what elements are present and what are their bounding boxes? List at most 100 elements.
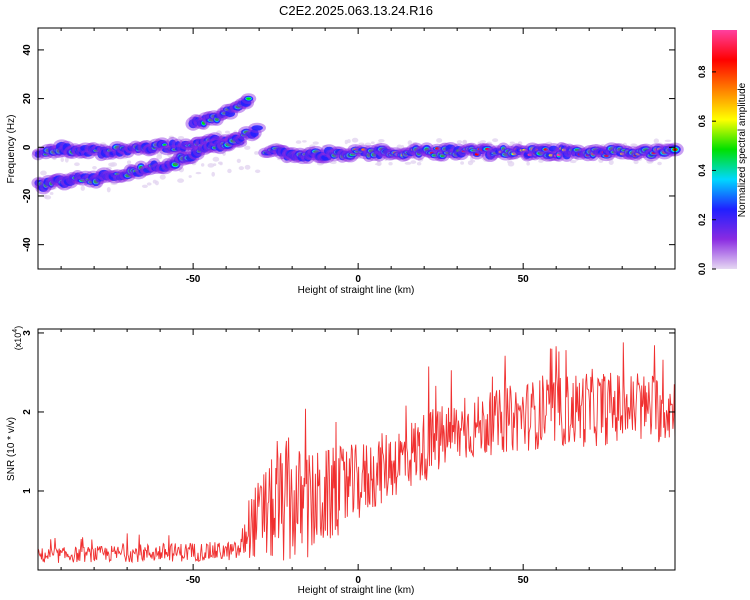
spectrogram-cell [162, 143, 167, 146]
spectrogram-cell [99, 142, 107, 147]
spectrogram-cell [384, 156, 388, 162]
spectrogram-cell [80, 179, 86, 182]
spectrogram-cell [212, 156, 220, 162]
snr-x-tick-label: -50 [186, 575, 201, 586]
spectrogram-cell [344, 139, 348, 145]
colorbar-gradient [712, 30, 737, 269]
spectrogram-cell [664, 139, 672, 143]
spectrogram-cell [251, 125, 263, 131]
spectrogram-cell [486, 141, 493, 147]
colorbar-tick-label: 0.2 [697, 213, 707, 226]
snr-y-tick-label: 2 [22, 409, 33, 415]
spectrogram-cell [195, 171, 202, 175]
spectrogram-cell [295, 140, 302, 144]
spectrogram-cell [604, 154, 609, 158]
snr-x-ticks: -50 0 50 [60, 329, 656, 586]
spectrogram-cell [492, 138, 499, 143]
spectrogram-cell [507, 161, 515, 167]
colorbar-tick-label: 0.0 [697, 263, 707, 276]
spectrogram-cell [216, 130, 222, 136]
spectrogram-cell [49, 191, 54, 195]
spectrogram-cell [350, 153, 356, 156]
spectrogram-cell [622, 142, 628, 148]
spectrogram-cell [537, 151, 544, 155]
spectrogram-cell [527, 153, 532, 156]
spectrogram-cell [456, 140, 463, 144]
spectrogram-cell [374, 162, 382, 166]
spectrogram-marks [31, 93, 684, 200]
spectrogram-cell [254, 151, 259, 155]
spectrogram-cell [105, 166, 112, 171]
spectrogram-cell [522, 148, 527, 152]
snr-multiplier: (x104) [12, 326, 23, 350]
spectrogram-cell [244, 164, 251, 170]
spectrogram-cell [574, 148, 580, 152]
spectrogram-cell [467, 160, 474, 166]
spectrogram-cell [543, 148, 548, 151]
spectrogram-cell [575, 156, 579, 161]
spectrogram-y-label: Frequency (Hz) [6, 115, 17, 184]
spectrogram-cell [630, 143, 637, 147]
spectrogram-cell [168, 135, 175, 139]
spectrogram-cell [477, 141, 481, 146]
spectrogram-cell [219, 162, 223, 166]
spectrogram-cell [322, 144, 328, 148]
spectrogram-cell [462, 140, 467, 145]
spectrogram-y-tick-label: -20 [22, 188, 33, 203]
spectrogram-cell [432, 154, 437, 157]
spectrogram-cell [356, 156, 362, 160]
spectrogram-cell [417, 157, 424, 162]
spectrogram-cell [600, 143, 606, 149]
spectrogram-y-tick-label: 40 [22, 44, 33, 56]
spectrogram-cell [52, 186, 57, 190]
spectrogram-cell [378, 139, 385, 143]
spectrogram-y-tick-label: -40 [22, 237, 33, 252]
spectrogram-cell [309, 144, 316, 149]
spectrogram-cell [110, 181, 118, 186]
spectrogram-cell [83, 151, 93, 157]
snr-y-tick-label: 3 [22, 330, 33, 336]
spectrogram-cell [653, 138, 660, 144]
spectrogram-cell [619, 152, 625, 156]
spectrogram-cell [44, 195, 52, 200]
snr-y-label: SNR (10 * v/v) [6, 417, 17, 481]
spectrogram-cell [370, 141, 375, 145]
spectrogram-cell [225, 130, 230, 134]
spectrogram-cell [636, 157, 643, 161]
spectrogram-cell [470, 155, 474, 161]
spectrogram-cell [361, 148, 366, 151]
snr-frame [37, 328, 676, 571]
spectrogram-cell [188, 175, 192, 178]
spectrogram-cell [80, 185, 85, 191]
spectrogram-cell [507, 143, 515, 147]
spectrogram-cell [302, 140, 307, 143]
spectrogram-cell [64, 157, 69, 163]
spectrogram-cell [330, 160, 337, 165]
spectrogram-cell [211, 171, 215, 177]
spectrogram-cell [538, 159, 544, 163]
spectrogram-cell [618, 156, 622, 159]
spectrogram-cell [121, 153, 128, 160]
spectrogram-cell [410, 160, 417, 164]
spectrogram-cell [244, 145, 251, 150]
spectrogram-cell [172, 162, 178, 167]
spectrogram-x-tick-label: 0 [355, 274, 361, 285]
snr-x-tick-label: 50 [518, 575, 530, 586]
spectrogram-cell [440, 154, 445, 158]
spectrogram-cell [316, 161, 324, 166]
spectrogram-y-ticks: -40 -20 0 20 40 [22, 44, 675, 252]
spectrogram-cell [250, 129, 259, 138]
spectrogram-cell [526, 161, 530, 166]
spectrogram-x-tick-label: 50 [518, 274, 530, 285]
spectrogram-cell [92, 166, 97, 170]
spectrogram-cell [238, 166, 245, 171]
colorbar-tick-label: 0.8 [697, 66, 707, 79]
spectrogram-cell [546, 141, 553, 147]
spectrogram-cell [207, 163, 215, 168]
spectrogram-cell [108, 162, 115, 167]
spectrogram-cell [277, 157, 283, 161]
spectrogram-cell [40, 170, 47, 176]
spectrogram-cell [404, 161, 412, 165]
spectrogram-cell [471, 149, 478, 152]
spectrogram-frame [37, 27, 676, 270]
